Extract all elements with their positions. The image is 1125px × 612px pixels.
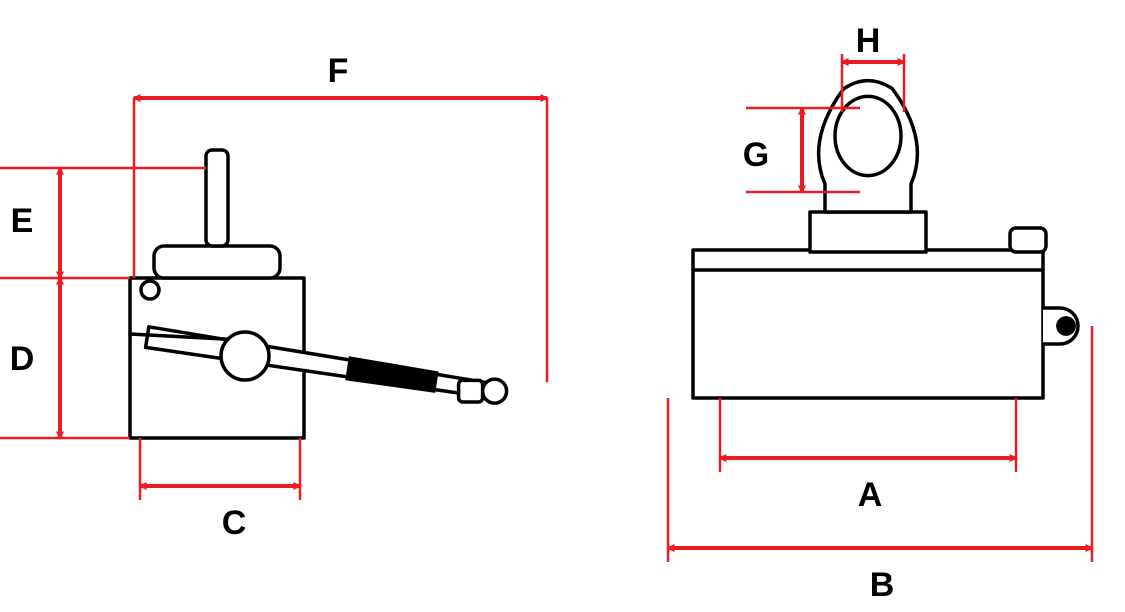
dim-label-F: F: [328, 52, 349, 90]
dim-label-B: B: [870, 566, 895, 604]
dim-label-E: E: [11, 202, 34, 240]
dim-label-G: G: [743, 136, 769, 174]
technical-drawing: F C D E A B G H: [0, 0, 1125, 612]
left-device: [130, 150, 507, 438]
dim-label-C: C: [222, 504, 247, 542]
dim-label-A: A: [858, 476, 883, 514]
dim-label-D: D: [10, 340, 35, 378]
dim-label-H: H: [856, 22, 881, 60]
right-device: [693, 81, 1078, 398]
